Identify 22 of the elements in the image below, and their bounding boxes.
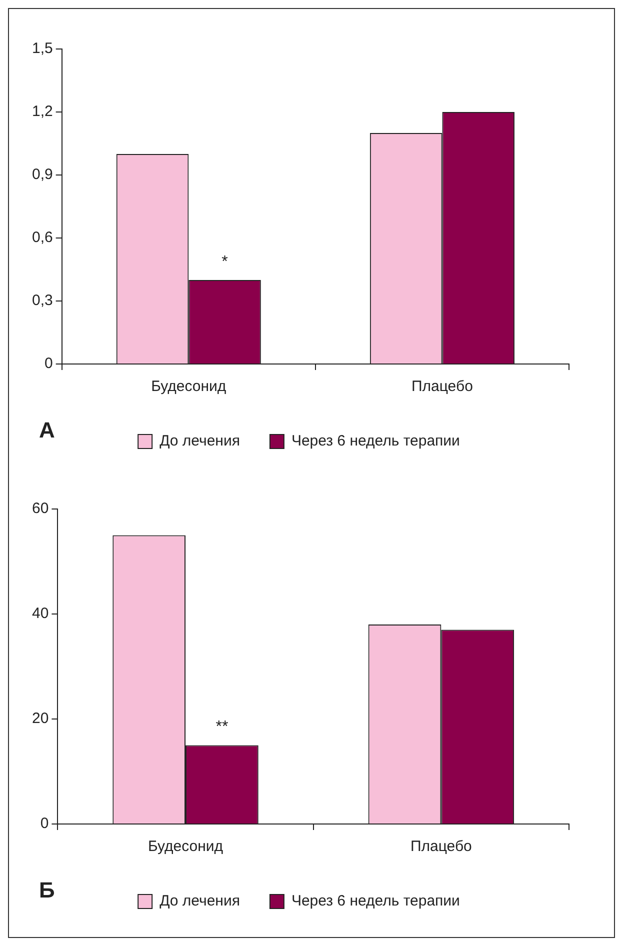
legend-label: До лечения: [160, 892, 240, 910]
y-tick-label: 0,9: [32, 166, 53, 184]
legend-label: Через 6 недель терапии: [291, 892, 460, 910]
legend-label: Через 6 недель терапии: [291, 432, 460, 450]
y-tick-label: 40: [32, 605, 49, 622]
x-tick-label: Будесонид: [148, 838, 224, 856]
y-tick-label: 1,5: [32, 40, 53, 58]
x-tick-label: Плацебо: [410, 838, 472, 856]
y-tick-label: 60: [32, 500, 49, 518]
y-tick-label: 0: [40, 815, 49, 832]
x-tick-label: Плацебо: [412, 378, 473, 396]
annotation: *: [222, 253, 228, 270]
y-tick-label: 0,3: [32, 292, 53, 310]
text: Б: [39, 878, 55, 903]
x-tick-label: Будесонид: [151, 378, 226, 396]
legend-label: До лечения: [160, 432, 240, 450]
y-tick-label: 0: [44, 355, 53, 372]
y-tick-label: 20: [32, 710, 49, 728]
y-tick-label: 0,6: [32, 229, 53, 246]
annotation: **: [216, 718, 228, 736]
text: А: [39, 418, 55, 443]
y-tick-label: 1,2: [32, 103, 53, 120]
